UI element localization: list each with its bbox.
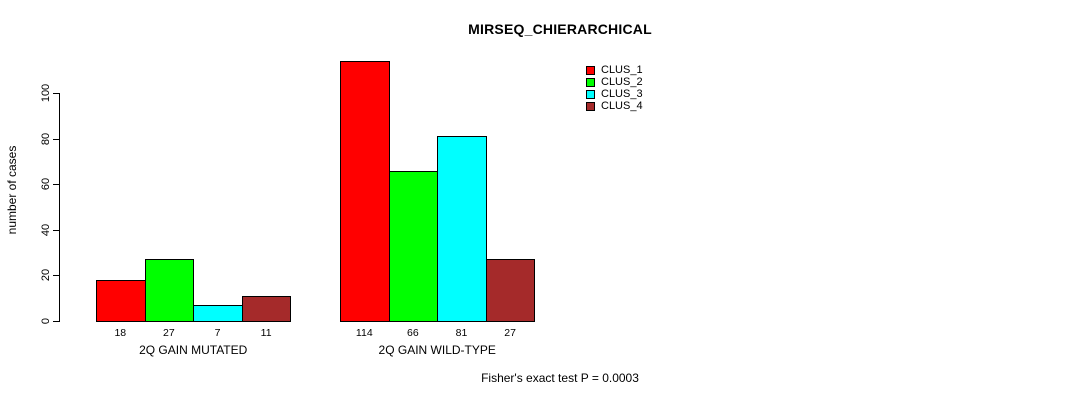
footnote: Fisher's exact test P = 0.0003: [481, 371, 639, 385]
legend-swatch-clus_4: [586, 101, 595, 111]
legend-swatch-clus_2: [586, 77, 595, 87]
x-category-label: 2Q GAIN WILD-TYPE: [378, 343, 496, 357]
legend-swatch-clus_1: [586, 65, 595, 75]
legend-label: CLUS_1: [601, 64, 643, 76]
y-tick-mark: [53, 275, 59, 277]
bar-value-label: 11: [260, 327, 272, 339]
legend-label: CLUS_2: [601, 76, 643, 88]
bar-clus_2-2: [388, 170, 439, 322]
bar-clus_3-1: [193, 305, 243, 322]
bar-value-label: 81: [455, 327, 468, 339]
bar-value-label: 18: [114, 327, 127, 339]
y-axis-line: [59, 93, 60, 322]
legend-row: CLUS_1: [586, 64, 643, 76]
legend: CLUS_1 CLUS_2 CLUS_3 CLUS_4: [586, 64, 643, 112]
y-tick-label: 100: [40, 83, 52, 103]
bar-value-label: 7: [214, 327, 221, 339]
bar-clus_1-2: [340, 61, 390, 322]
bar-clus_4-1: [241, 295, 292, 322]
bar-value-label: 114: [355, 327, 373, 339]
legend-label: CLUS_4: [601, 100, 643, 112]
y-axis-label: number of cases: [5, 145, 19, 235]
y-tick-label: 20: [40, 269, 52, 282]
bar-clus_1-1: [96, 279, 146, 322]
bar-clus_2-1: [144, 259, 195, 322]
chart-title: MIRSEQ_CHIERARCHICAL: [468, 21, 652, 37]
legend-row: CLUS_4: [586, 100, 643, 112]
legend-label: CLUS_3: [601, 88, 643, 100]
y-tick-label: 80: [40, 132, 52, 145]
y-tick-label: 40: [40, 223, 52, 236]
y-tick-label: 60: [40, 178, 52, 191]
bar-clus_3-2: [437, 136, 487, 322]
bar-clus_4-2: [485, 259, 536, 322]
x-category-label: 2Q GAIN MUTATED: [139, 343, 248, 357]
legend-row: CLUS_3: [586, 88, 643, 100]
y-tick-mark: [53, 184, 59, 186]
y-tick-mark: [53, 138, 59, 140]
y-tick-mark: [53, 93, 59, 94]
legend-row: CLUS_2: [586, 76, 643, 88]
bar-value-label: 66: [407, 327, 419, 339]
y-tick-mark: [53, 229, 59, 231]
bar-value-label: 27: [504, 327, 516, 339]
y-tick-label: 0: [40, 317, 52, 325]
bar-value-label: 27: [163, 327, 175, 339]
y-tick-mark: [53, 321, 59, 322]
legend-swatch-clus_3: [586, 89, 595, 99]
